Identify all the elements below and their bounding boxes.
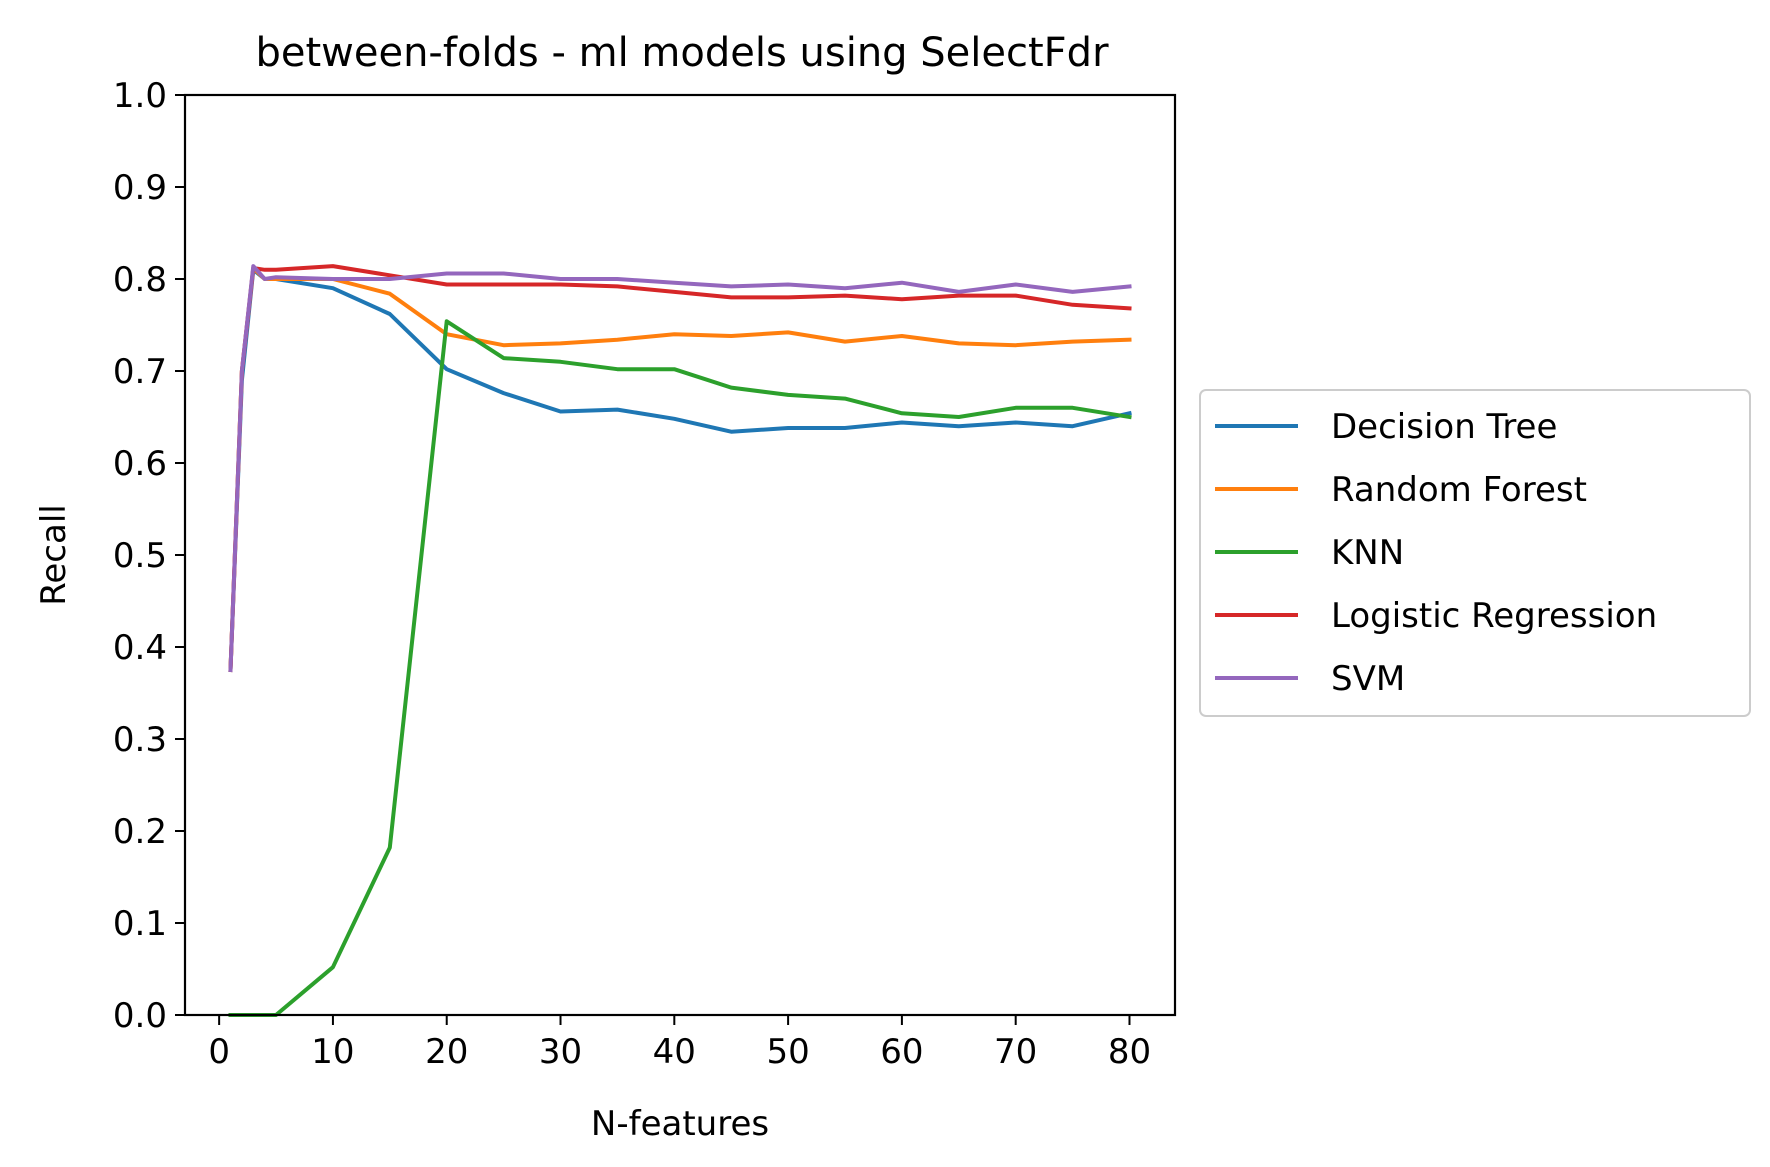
- x-tick-label-7: 70: [994, 1032, 1037, 1072]
- y-tick-label-9: 0.9: [113, 168, 167, 208]
- y-tick-label-5: 0.5: [113, 536, 167, 576]
- y-tick-label-1: 0.1: [113, 904, 167, 944]
- legend-label-0: Decision Tree: [1331, 407, 1557, 447]
- y-tick-label-2: 0.2: [113, 812, 167, 852]
- chart-title: between-folds - ml models using SelectFd…: [255, 30, 1109, 76]
- x-tick-label-3: 30: [539, 1032, 582, 1072]
- legend-label-1: Random Forest: [1331, 470, 1587, 510]
- y-tick-label-6: 0.6: [113, 444, 167, 484]
- x-tick-label-8: 80: [1108, 1032, 1151, 1072]
- y-tick-label-8: 0.8: [113, 260, 167, 300]
- y-tick-label-4: 0.4: [113, 628, 167, 668]
- x-tick-label-6: 60: [880, 1032, 923, 1072]
- x-tick-label-2: 20: [425, 1032, 468, 1072]
- y-tick-label-10: 1.0: [113, 76, 167, 116]
- series-line-4: [228, 264, 1132, 673]
- series-layer: [228, 264, 1132, 1017]
- legend-entries: Decision Tree Random Forest KNN Logistic Re…: [1215, 407, 1657, 699]
- x-tick-label-4: 40: [653, 1032, 696, 1072]
- x-axis-label: N-features: [591, 1104, 769, 1144]
- y-tick-label-3: 0.3: [113, 720, 167, 760]
- series-line-3: [228, 264, 1132, 673]
- series-line-1: [228, 266, 1132, 673]
- x-axis: 0 10 20 30 40 50 60 70 80: [208, 1015, 1151, 1072]
- y-axis: 0.0 0.1 0.2 0.3 0.4 0.5 0.6 0.7 0.8 0.9 1.0: [113, 76, 185, 1036]
- legend-box: [1199, 389, 1751, 717]
- plot-frame: [183, 93, 1177, 1017]
- series-line-0: [228, 267, 1132, 673]
- x-tick-label-1: 10: [311, 1032, 354, 1072]
- y-tick-label-0: 0.0: [113, 996, 167, 1036]
- legend-label-2: KNN: [1331, 533, 1404, 573]
- legend: Decision Tree Random Forest KNN Logistic Re…: [1199, 389, 1751, 717]
- y-tick-label-7: 0.7: [113, 352, 167, 392]
- legend-label-3: Logistic Regression: [1331, 596, 1657, 636]
- x-tick-label-0: 0: [208, 1032, 230, 1072]
- x-tick-label-5: 50: [766, 1032, 809, 1072]
- y-axis-label: Recall: [34, 504, 74, 605]
- legend-label-4: SVM: [1331, 659, 1405, 699]
